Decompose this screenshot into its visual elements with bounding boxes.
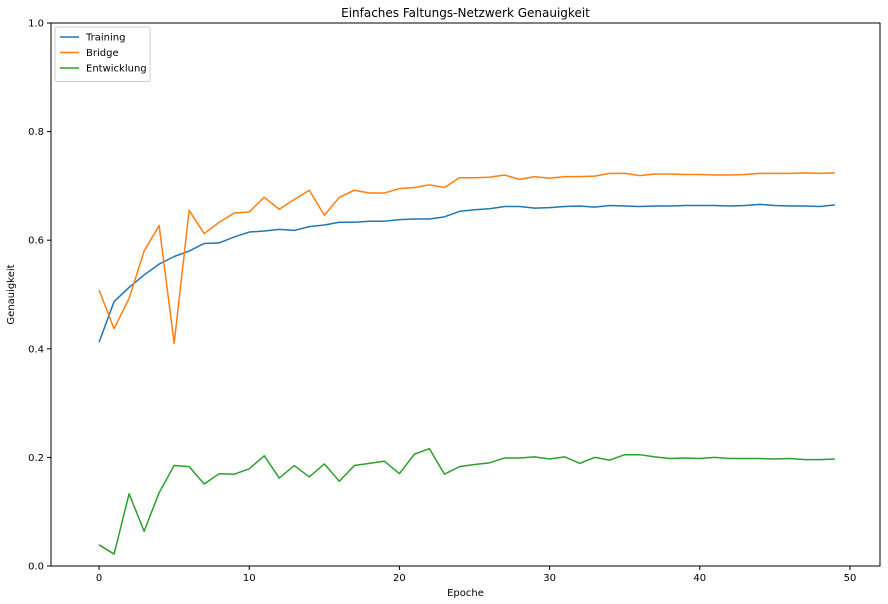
x-tick-label: 30 bbox=[543, 573, 556, 584]
series-line-entwicklung bbox=[98, 447, 835, 555]
y-tick-label: 0.6 bbox=[28, 236, 44, 247]
series-line-bridge bbox=[98, 172, 835, 345]
y-axis-label: Genauigkeit bbox=[6, 264, 17, 324]
y-tick-label: 0.0 bbox=[28, 562, 44, 573]
x-tick-label: 20 bbox=[393, 573, 406, 584]
plot-frame bbox=[50, 22, 881, 567]
axis-ticks: 0 10 20 30 40 50 0.0 0.2 0.4 0.6 0.8 1.0 bbox=[28, 19, 856, 585]
legend-label-bridge: Bridge bbox=[86, 48, 119, 59]
x-axis-label: Epoche bbox=[447, 588, 484, 599]
y-tick-label: 0.8 bbox=[28, 127, 44, 138]
series-line-training bbox=[98, 203, 836, 343]
x-tick-label: 0 bbox=[96, 573, 102, 584]
y-tick-label: 1.0 bbox=[28, 19, 44, 30]
y-tick-label: 0.2 bbox=[28, 453, 44, 464]
legend-label-training: Training bbox=[85, 33, 125, 44]
series-lines bbox=[98, 172, 836, 555]
x-tick-label: 10 bbox=[243, 573, 256, 584]
x-tick-label: 40 bbox=[693, 573, 706, 584]
y-tick-label: 0.4 bbox=[28, 344, 44, 355]
chart-title: Einfaches Faltungs-Netzwerk Genauigkeit bbox=[341, 6, 590, 20]
x-tick-label: 50 bbox=[844, 573, 857, 584]
legend: Training Bridge Entwicklung bbox=[54, 26, 151, 82]
legend-label-entwicklung: Entwicklung bbox=[86, 64, 147, 75]
